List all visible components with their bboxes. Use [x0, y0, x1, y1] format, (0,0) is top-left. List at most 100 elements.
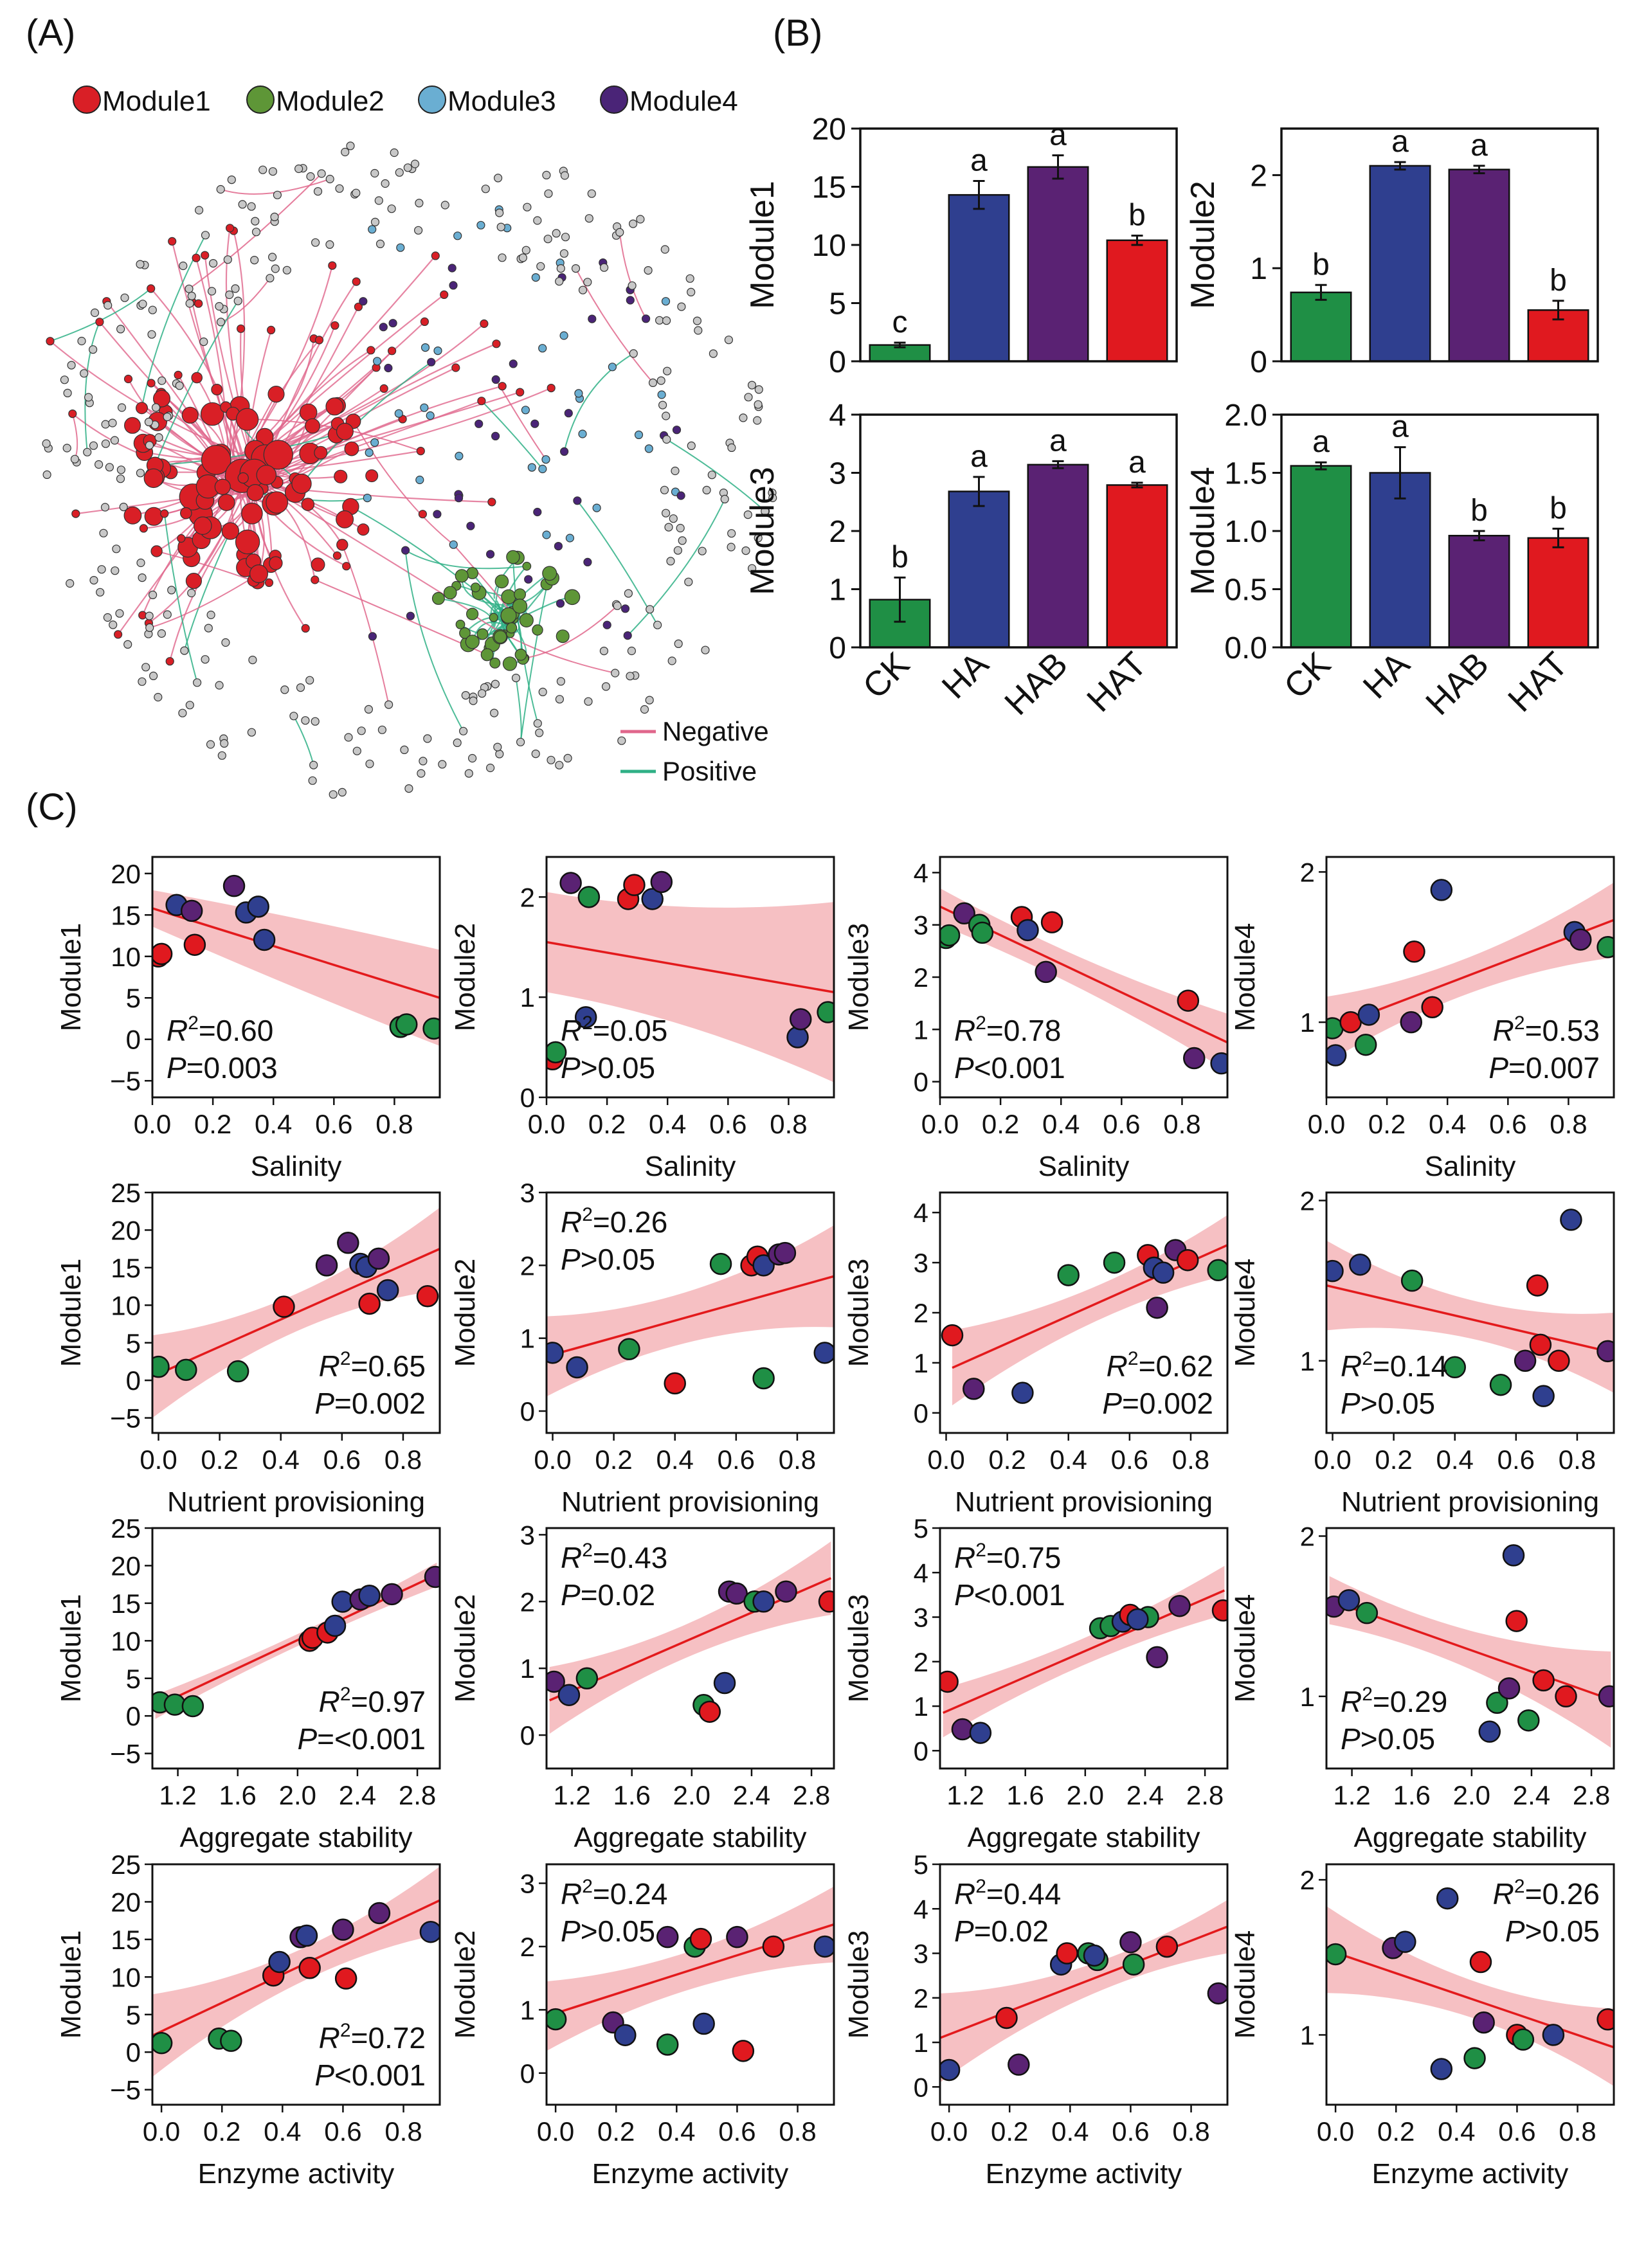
y-tick-label: 3: [914, 1248, 928, 1278]
network-node: [480, 648, 494, 662]
x-tick-label: HAT: [1080, 645, 1154, 719]
significance-letter: c: [892, 305, 908, 339]
network-node: [225, 290, 234, 300]
y-tick-label: 0: [914, 1398, 928, 1428]
network-node: [342, 562, 351, 571]
y-axis-label: Module3: [843, 923, 874, 1032]
network-node: [454, 494, 464, 503]
network-node: [99, 528, 108, 537]
network-node: [387, 346, 397, 356]
plot-frame: [1325, 856, 1615, 1099]
network-node: [42, 439, 51, 448]
y-tick-label: 2: [520, 1250, 535, 1281]
plot-area: [547, 870, 834, 1083]
network-node: [96, 588, 105, 597]
network-node: [476, 221, 485, 230]
network-node: [191, 372, 203, 384]
network-node: [420, 317, 430, 326]
data-point-hab: [368, 1902, 391, 1925]
data-point-hab: [773, 1241, 797, 1264]
network-node: [674, 639, 683, 649]
network-node: [136, 260, 145, 269]
x-tick-label: 0.6: [709, 1109, 746, 1139]
network-node: [238, 200, 247, 209]
network-node: [433, 346, 442, 356]
p-value-label: P<0.001: [954, 1578, 1065, 1612]
network-node: [531, 749, 540, 759]
network-node: [136, 402, 149, 415]
network-node: [514, 649, 527, 661]
y-axis-label: Module4: [1184, 467, 1222, 595]
network-node: [626, 672, 635, 681]
network-edge: [226, 230, 246, 491]
network-node: [431, 591, 445, 605]
y-tick-label: 5: [126, 2000, 141, 2030]
plot-frame: [151, 856, 441, 1099]
data-point-hat: [1056, 1942, 1078, 1965]
network-node: [466, 521, 475, 530]
network-node: [271, 264, 280, 273]
network-node: [104, 301, 113, 310]
y-axis-label: Module1: [55, 1931, 87, 2039]
network-node: [660, 485, 669, 494]
x-tick-label: 0.6: [1103, 1109, 1140, 1139]
network-node: [335, 184, 344, 193]
plot-area: [152, 1207, 440, 1418]
network-node: [636, 215, 645, 224]
x-tick-label: 0.4: [1042, 1109, 1080, 1139]
data-point-ck: [1463, 2047, 1486, 2069]
network-node: [720, 494, 729, 504]
x-tick-label: 2.4: [1126, 1780, 1164, 1810]
network-node: [181, 406, 199, 424]
p-value-label: P>0.05: [1341, 1387, 1435, 1420]
x-tick-label: 0.6: [1498, 2116, 1535, 2146]
r-squared-label: R2=0.26: [1493, 1876, 1600, 1911]
network-node: [560, 171, 570, 180]
y-tick-label: 2.0: [1224, 399, 1267, 433]
data-point-ha: [1430, 2058, 1453, 2080]
y-axis-label: Module1: [744, 181, 781, 309]
network-node: [384, 363, 393, 373]
data-point-hat: [183, 933, 206, 956]
confidence-band: [940, 1900, 1227, 2083]
y-tick-label: 2: [520, 1587, 535, 1617]
network-node: [268, 253, 277, 262]
data-point-hab: [1168, 1594, 1191, 1617]
x-tick-label: 1.2: [1333, 1780, 1370, 1810]
y-tick-label: 2: [1300, 1865, 1315, 1895]
data-point-hab: [1182, 1047, 1206, 1070]
network-node: [658, 401, 667, 410]
network-node: [453, 738, 462, 748]
network-node: [395, 168, 404, 177]
network-node: [185, 284, 194, 293]
network-node: [401, 546, 410, 555]
x-axis-label: Nutrient provisioning: [561, 1486, 819, 1518]
data-point-hab: [424, 1565, 440, 1589]
network-node: [406, 611, 415, 620]
network-node: [709, 349, 718, 358]
y-tick-label: 3: [914, 910, 928, 941]
plot-area: [941, 1215, 1227, 1406]
network-node: [481, 184, 490, 194]
scatter-module4-aggregate-stability: 1.2 1.6 2.0 2.4 2.8 1 2 Aggregate stability Modu…: [1229, 1521, 1615, 1853]
x-tick-label: 0.0: [1317, 2116, 1354, 2146]
data-point-ha: [1357, 1004, 1380, 1026]
data-point-hat: [623, 874, 646, 896]
x-tick-label: 1.2: [946, 1780, 984, 1810]
data-point-hab: [1569, 928, 1592, 951]
y-tick-label: 4: [914, 1558, 928, 1588]
network-node: [185, 701, 194, 710]
x-tick-label: 1.6: [1007, 1780, 1044, 1810]
y-tick-label: 5: [126, 1664, 141, 1694]
network-node: [542, 170, 551, 179]
x-tick-label: 0.2: [194, 1109, 231, 1139]
network-node: [451, 363, 460, 372]
network-node: [266, 274, 275, 283]
data-point-hab: [1146, 1296, 1168, 1319]
x-axis-label: Nutrient provisioning: [1341, 1486, 1599, 1518]
p-value-label: P=0.02: [954, 1914, 1049, 1948]
network-edge: [352, 420, 454, 545]
data-point-hab: [180, 899, 203, 923]
network-node: [599, 263, 609, 272]
x-tick-label: 0.2: [1368, 1109, 1406, 1139]
